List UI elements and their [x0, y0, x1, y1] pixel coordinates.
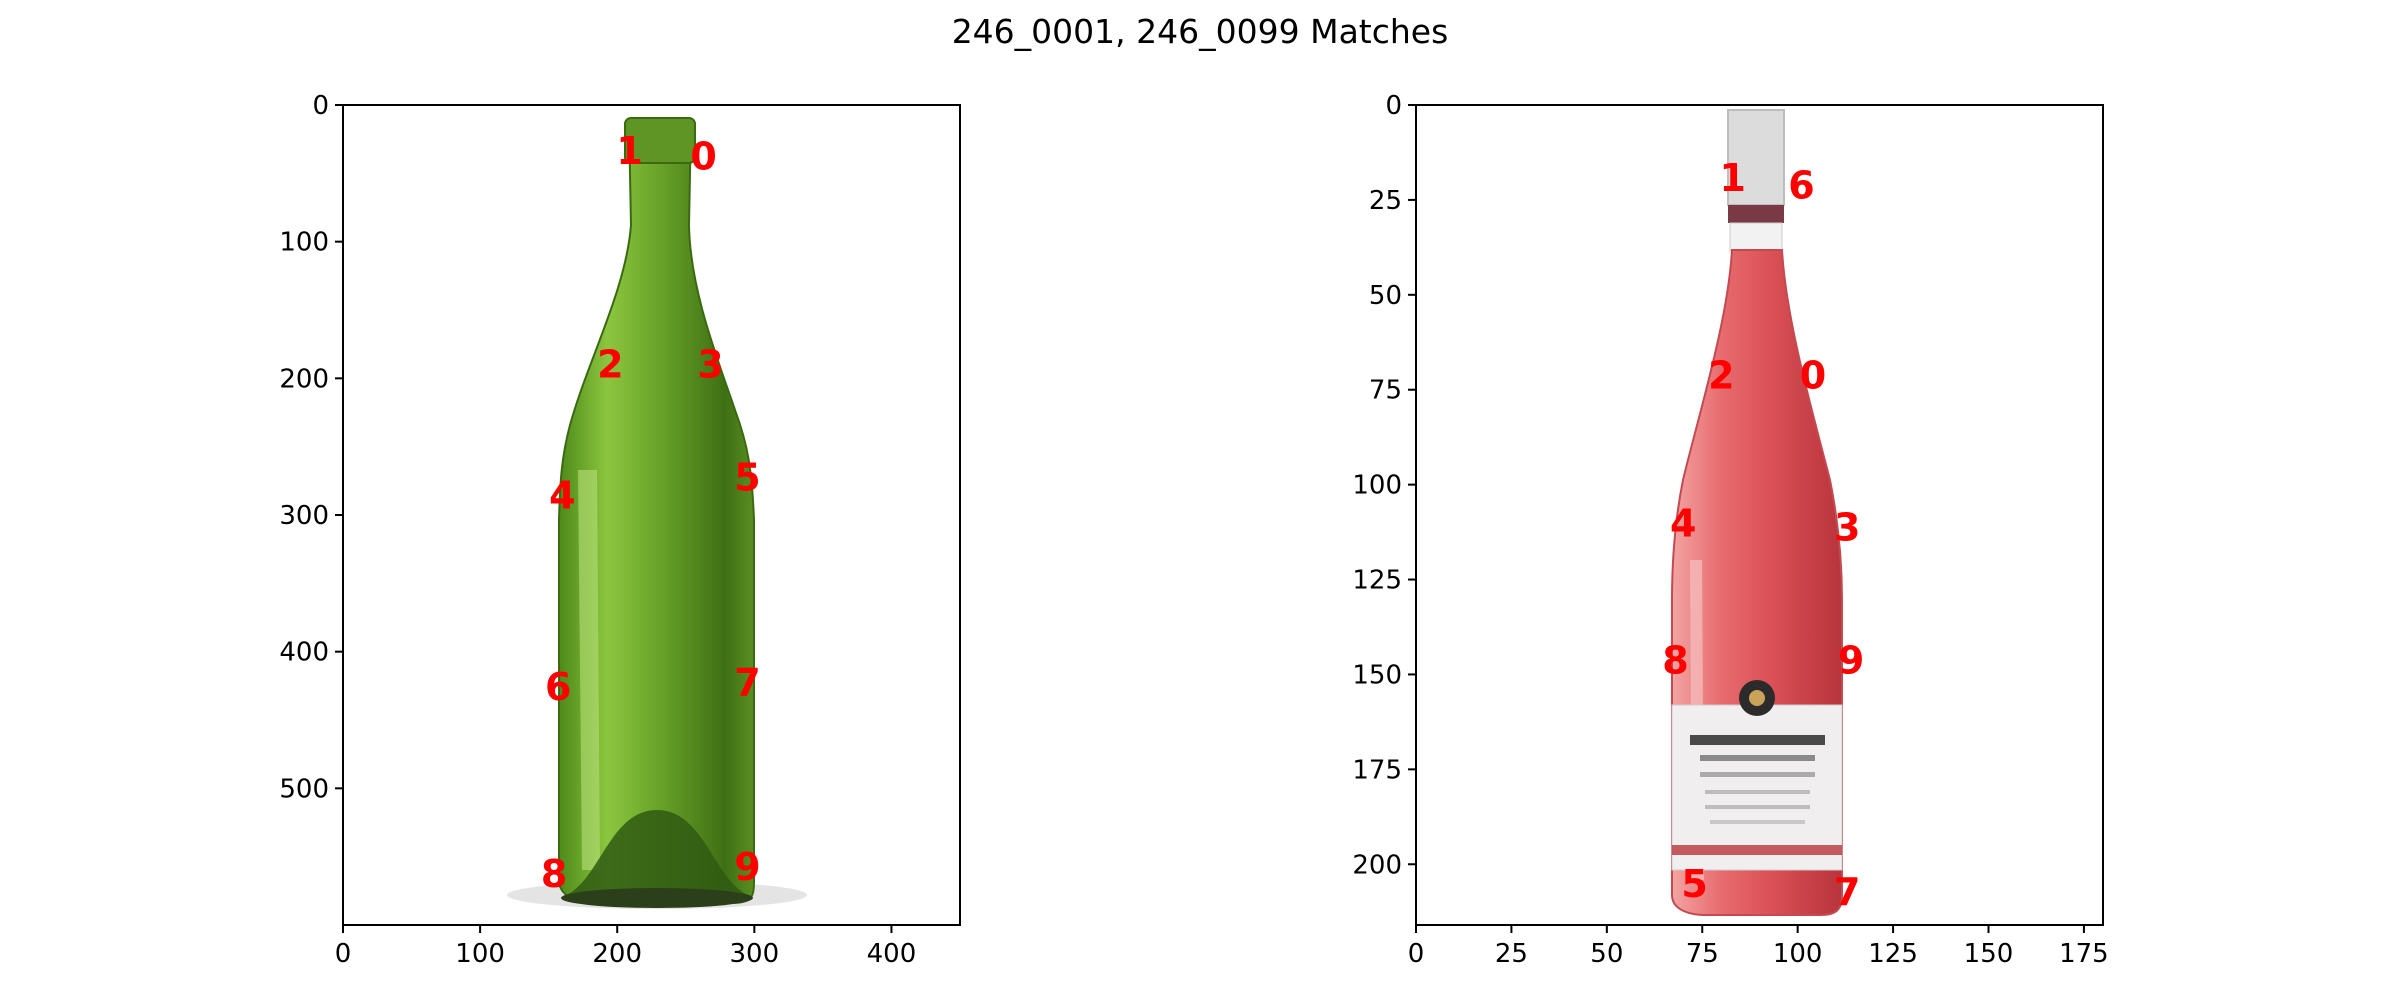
- y-tick-label: 0: [312, 91, 329, 121]
- left-panel-keypoints: 0 1 2 3 4 5 6 7 8 9: [541, 129, 761, 896]
- y-tick-label: 100: [1352, 471, 1402, 501]
- left-panel-axes: 0 100 200 300 400 0 100 200 300 400 500: [279, 91, 916, 969]
- y-tick-label: 100: [279, 228, 329, 258]
- keypoint-label: 8: [541, 852, 567, 896]
- y-tick-label: 50: [1369, 281, 1402, 311]
- x-tick-label: 200: [592, 939, 642, 969]
- keypoint-label: 5: [1681, 862, 1707, 906]
- keypoint-label: 7: [1834, 870, 1860, 914]
- y-tick-label: 75: [1369, 376, 1402, 406]
- x-tick-label: 25: [1495, 939, 1528, 969]
- y-tick-label: 150: [1352, 660, 1402, 690]
- x-tick-label: 0: [1408, 939, 1425, 969]
- keypoint-label: 9: [1838, 638, 1864, 682]
- green-bottle-image: [343, 105, 960, 925]
- y-tick-label: 125: [1352, 566, 1402, 596]
- keypoint-label: 9: [734, 845, 760, 889]
- right-panel-keypoints: 0 1 2 3 4 5 6 7 8 9: [1662, 156, 1864, 914]
- y-tick-label: 200: [279, 364, 329, 394]
- keypoint-label: 4: [1670, 502, 1696, 546]
- keypoint-label: 2: [1708, 354, 1734, 398]
- x-tick-label: 50: [1590, 939, 1623, 969]
- y-tick-label: 500: [279, 774, 329, 804]
- keypoint-label: 8: [1662, 638, 1688, 682]
- y-tick-label: 200: [1352, 850, 1402, 880]
- x-tick-label: 100: [455, 939, 505, 969]
- keypoint-label: 0: [690, 135, 716, 179]
- y-tick-label: 175: [1352, 755, 1402, 785]
- rose-bottle-image: [1416, 105, 2103, 925]
- x-tick-label: 0: [335, 939, 352, 969]
- right-image-panel: 0 25 50 75 100 125 150 175025507510012515017520…: [1352, 91, 2108, 969]
- x-tick-label: 125: [1868, 939, 1918, 969]
- keypoint-label: 1: [1720, 156, 1746, 200]
- y-tick-label: 300: [279, 501, 329, 531]
- keypoint-label: 5: [734, 456, 760, 500]
- keypoint-label: 6: [1788, 164, 1814, 208]
- keypoint-label: 6: [545, 665, 571, 709]
- x-tick-label: 300: [730, 939, 780, 969]
- keypoint-label: 4: [549, 474, 575, 518]
- x-tick-label: 400: [867, 939, 917, 969]
- keypoint-label: 3: [1834, 505, 1860, 549]
- y-tick-label: 0: [1385, 91, 1402, 121]
- y-tick-label: 25: [1369, 186, 1402, 216]
- x-tick-label: 150: [1964, 939, 2014, 969]
- keypoint-label: 7: [734, 661, 760, 705]
- left-image-panel: 0 100 200 300 400 0 100 200 300 400 500 0 1 2 3 4 5 6 7 8 9: [279, 91, 961, 969]
- figure-title: 246_0001, 246_0099 Matches: [951, 12, 1449, 51]
- keypoint-label: 3: [697, 342, 723, 386]
- x-tick-label: 100: [1773, 939, 1823, 969]
- y-tick-label: 400: [279, 638, 329, 668]
- right-panel-axes: 0 25 50 75 100 125 150 175025507510012515017520…: [1352, 91, 2108, 969]
- x-tick-label: 75: [1686, 939, 1719, 969]
- keypoint-label: 2: [597, 342, 623, 386]
- x-tick-label: 175: [2059, 939, 2109, 969]
- keypoint-label: 0: [1800, 354, 1826, 398]
- keypoint-label: 1: [616, 129, 642, 173]
